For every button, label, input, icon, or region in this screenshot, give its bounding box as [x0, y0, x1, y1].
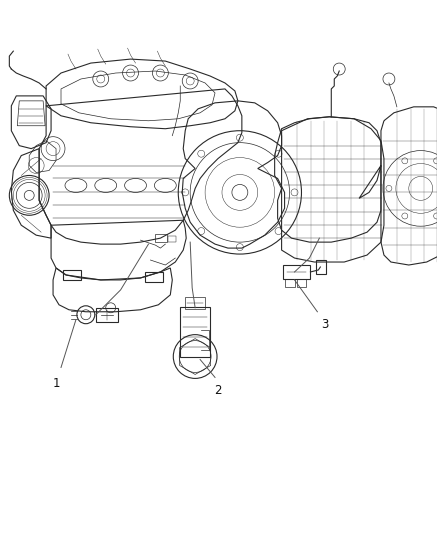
Text: 1: 1 [52, 377, 60, 390]
Bar [283, 265, 311, 279]
Bar [155, 234, 167, 242]
Text: 3: 3 [321, 318, 329, 331]
Bar [63, 270, 81, 280]
Bar [180, 307, 210, 357]
Bar [316, 260, 326, 274]
Bar [96, 308, 118, 322]
Bar [185, 297, 205, 309]
Text: 2: 2 [214, 384, 222, 398]
Bar [145, 272, 163, 282]
Bar [168, 236, 176, 242]
Bar [297, 279, 307, 287]
Bar [285, 279, 294, 287]
